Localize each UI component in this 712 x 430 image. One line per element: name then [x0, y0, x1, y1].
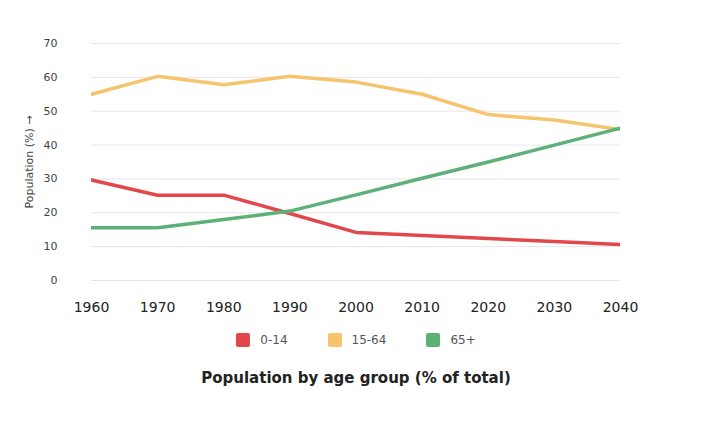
- svg-text:70: 70: [44, 37, 58, 50]
- html-text:15-64: 15-64: [351, 333, 387, 347]
- svg-text:1960: 1960: [74, 299, 110, 315]
- svg-text:Population (%) →: Population (%) →: [23, 115, 36, 208]
- svg-text:10: 10: [44, 240, 58, 253]
- html-text:65+: 65+: [450, 333, 476, 347]
- html-text:0-14: 0-14: [260, 333, 288, 347]
- svg-text:2040: 2040: [603, 299, 639, 315]
- svg-text:0: 0: [51, 274, 58, 287]
- svg-text:1970: 1970: [140, 299, 176, 315]
- svg-text:2020: 2020: [470, 299, 506, 315]
- svg-text:1980: 1980: [206, 299, 242, 315]
- svg-text:40: 40: [44, 139, 58, 152]
- svg-text:60: 60: [44, 71, 58, 84]
- svg-text:30: 30: [44, 172, 58, 185]
- svg-text:2000: 2000: [338, 299, 374, 315]
- svg-text:2010: 2010: [404, 299, 440, 315]
- svg-text:20: 20: [44, 206, 58, 219]
- svg-text:50: 50: [44, 105, 58, 118]
- html-text:Population by age group (% of: Population by age group (% of total): [201, 369, 511, 387]
- svg-text:1990: 1990: [272, 299, 308, 315]
- svg-text:2030: 2030: [537, 299, 573, 315]
